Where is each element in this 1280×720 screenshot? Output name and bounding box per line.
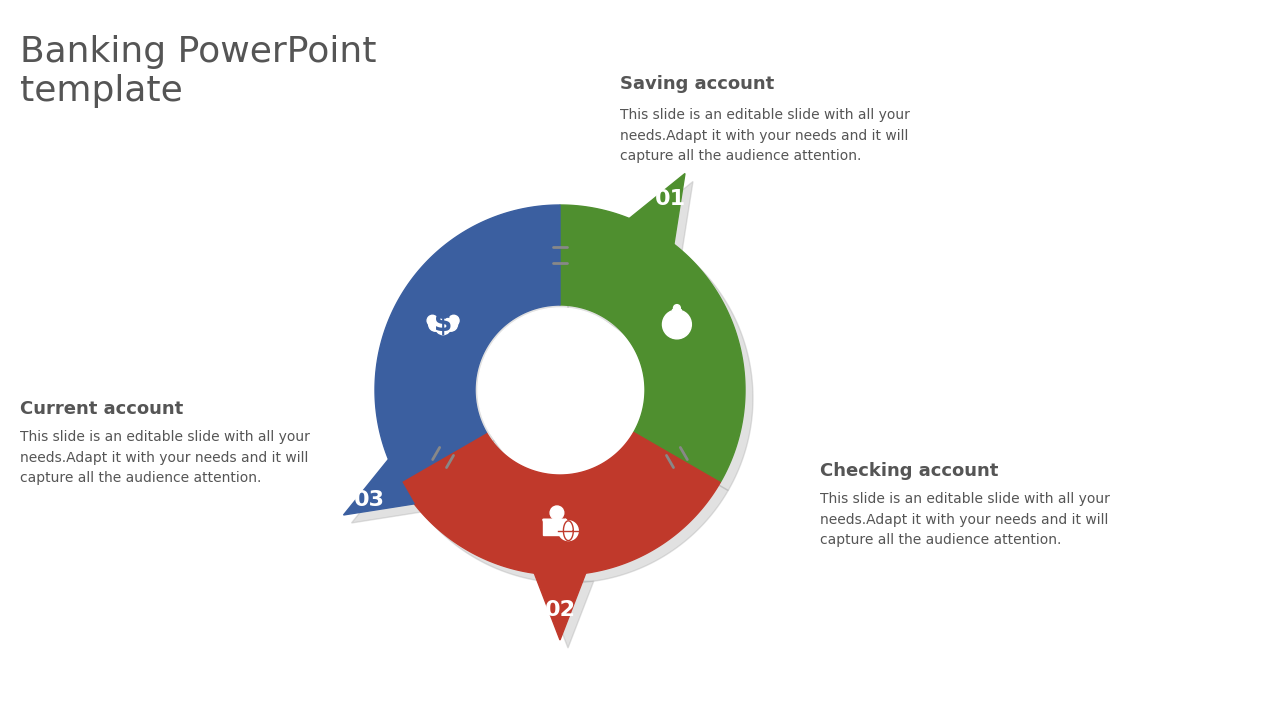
Circle shape xyxy=(448,315,460,326)
Text: 01: 01 xyxy=(654,189,686,210)
Polygon shape xyxy=(543,519,566,534)
Circle shape xyxy=(673,305,681,312)
Polygon shape xyxy=(543,519,566,525)
Bar xyxy=(430,320,457,325)
Text: Saving account: Saving account xyxy=(620,75,774,93)
Text: Checking account: Checking account xyxy=(820,462,998,480)
Circle shape xyxy=(477,308,643,472)
Text: This slide is an editable slide with all your
needs.Adapt it with your needs and: This slide is an editable slide with all… xyxy=(820,492,1110,547)
Polygon shape xyxy=(630,174,685,244)
Polygon shape xyxy=(375,205,559,482)
Polygon shape xyxy=(343,459,415,515)
Polygon shape xyxy=(672,310,681,313)
Text: This slide is an editable slide with all your
needs.Adapt it with your needs and: This slide is an editable slide with all… xyxy=(620,108,910,163)
Polygon shape xyxy=(399,433,721,575)
Polygon shape xyxy=(352,467,422,523)
Text: $: $ xyxy=(434,311,452,337)
Polygon shape xyxy=(408,441,728,583)
Text: 02: 02 xyxy=(544,600,576,620)
Polygon shape xyxy=(383,213,568,490)
Circle shape xyxy=(558,521,579,541)
Text: Banking PowerPoint
template: Banking PowerPoint template xyxy=(20,35,376,109)
Text: 03: 03 xyxy=(355,490,385,510)
Circle shape xyxy=(550,506,563,520)
Circle shape xyxy=(444,318,457,331)
Circle shape xyxy=(428,315,438,326)
Polygon shape xyxy=(559,205,745,482)
Polygon shape xyxy=(568,213,753,490)
Polygon shape xyxy=(534,573,586,640)
Text: This slide is an editable slide with all your
needs.Adapt it with your needs and: This slide is an editable slide with all… xyxy=(20,430,310,485)
Circle shape xyxy=(663,310,691,339)
Text: Current account: Current account xyxy=(20,400,183,418)
Circle shape xyxy=(429,318,443,331)
Circle shape xyxy=(435,320,451,335)
Polygon shape xyxy=(637,181,692,252)
Polygon shape xyxy=(543,581,594,648)
